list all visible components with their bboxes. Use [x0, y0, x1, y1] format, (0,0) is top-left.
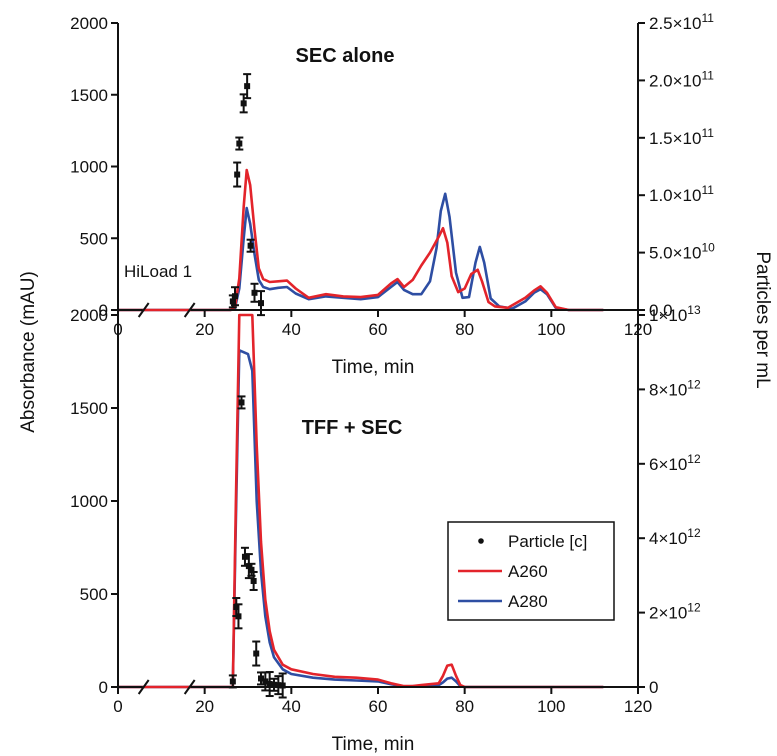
particle-point: [234, 171, 241, 178]
y-tick-label-left: 2000: [70, 306, 108, 325]
x-axis-break-mark: [183, 679, 196, 695]
particle-point: [244, 83, 251, 90]
series-layer: [118, 73, 604, 317]
particle-point: [250, 577, 257, 584]
axes-layer: 0 500 1000 1500 2000 0.0 5.0×1010 1.0×1011 1.5×1…: [70, 11, 715, 339]
legend-label-a280: A280: [508, 592, 548, 611]
legend-label-particle: Particle [c]: [508, 532, 587, 551]
y-tick-label-right: 2.0×1011: [649, 68, 714, 90]
particle-point: [245, 563, 252, 570]
y-tick-label-right: 1.0×1011: [649, 183, 714, 205]
x-tick-label: 100: [537, 697, 565, 716]
x-axis-title: Time, min: [332, 357, 415, 378]
panel-title: SEC alone: [296, 45, 395, 67]
particle-point: [232, 293, 238, 300]
particle-point: [279, 682, 286, 689]
y-tick-label-right: 0: [649, 678, 658, 697]
particle-point: [275, 682, 282, 689]
x-axis-title: Time, min: [332, 734, 415, 755]
y-tick-label-left: 1000: [70, 158, 108, 177]
particle-point: [253, 650, 260, 657]
chart-panel-sec-alone: 0 500 1000 1500 2000 0.0 5.0×1010 1.0×1011 1.5×1…: [70, 11, 715, 378]
y-tick-label-right: 1×1013: [649, 303, 701, 325]
particle-point: [238, 399, 245, 406]
y-tick-label-left: 1500: [70, 86, 108, 105]
y-tick-label-left: 1500: [70, 399, 108, 418]
y-tick-label-right: 6×1012: [649, 452, 701, 474]
particle-point: [247, 242, 254, 249]
particle-point: [251, 289, 258, 296]
particle-point: [241, 553, 248, 560]
annotation-hiload: HiLoad 1: [124, 262, 192, 281]
x-tick-label: 60: [369, 320, 388, 339]
particle-point: [236, 140, 243, 147]
x-tick-label: 40: [282, 697, 301, 716]
x-axis-break-mark: [137, 302, 150, 318]
y-tick-label-right: 2×1012: [649, 601, 701, 623]
y-tick-label-right: 2.5×1011: [649, 11, 714, 33]
particle-point: [229, 298, 236, 305]
particle-point: [233, 604, 240, 611]
particle-point: [271, 681, 277, 688]
y-tick-label-right: 1.5×1011: [649, 126, 714, 148]
legend-marker-particle: [478, 538, 484, 544]
particle-point: [266, 681, 273, 688]
x-tick-label: 120: [624, 697, 652, 716]
particle-point: [235, 613, 242, 620]
particle-point: [240, 100, 247, 107]
y-tick-label-left: 500: [80, 229, 108, 248]
series-line-a260: [118, 168, 604, 312]
x-tick-label: 40: [282, 320, 301, 339]
x-tick-label: 0: [113, 697, 122, 716]
y-tick-label-right: 5.0×1010: [649, 241, 715, 263]
series-line-a280: [118, 348, 604, 689]
particle-point: [248, 566, 255, 573]
y-tick-label-left: 0: [99, 678, 108, 697]
x-tick-label: 80: [455, 320, 474, 339]
particle-point: [258, 300, 264, 307]
particle-point: [258, 675, 264, 682]
legend-label-a260: A260: [508, 562, 548, 581]
y-tick-label-right: 4×1012: [649, 526, 701, 548]
x-tick-label: 100: [537, 320, 565, 339]
panel-title: TFF + SEC: [302, 417, 403, 439]
particle-point: [262, 678, 269, 685]
y-axis-title-left: Absorbance (mAU): [18, 271, 39, 433]
series-line-a260: [118, 313, 604, 689]
x-tick-label: 80: [455, 697, 474, 716]
x-axis-break-mark: [137, 679, 150, 695]
y-tick-label-left: 2000: [70, 14, 108, 33]
x-tick-label: 20: [195, 320, 214, 339]
x-tick-label: 20: [195, 697, 214, 716]
y-tick-label-left: 0: [99, 301, 108, 320]
legend: Particle [c] A260 A280: [447, 521, 615, 621]
y-tick-label-left: 1000: [70, 492, 108, 511]
y-tick-label-left: 500: [80, 585, 108, 604]
series-layer: [118, 313, 604, 699]
y-tick-label-right: 0.0: [649, 301, 673, 320]
x-axis-break-mark: [183, 302, 196, 318]
particle-point: [229, 678, 236, 685]
x-tick-label: 60: [369, 697, 388, 716]
y-axis-title-right: Particles per mL: [752, 251, 773, 388]
y-tick-label-right: 8×1012: [649, 377, 701, 399]
